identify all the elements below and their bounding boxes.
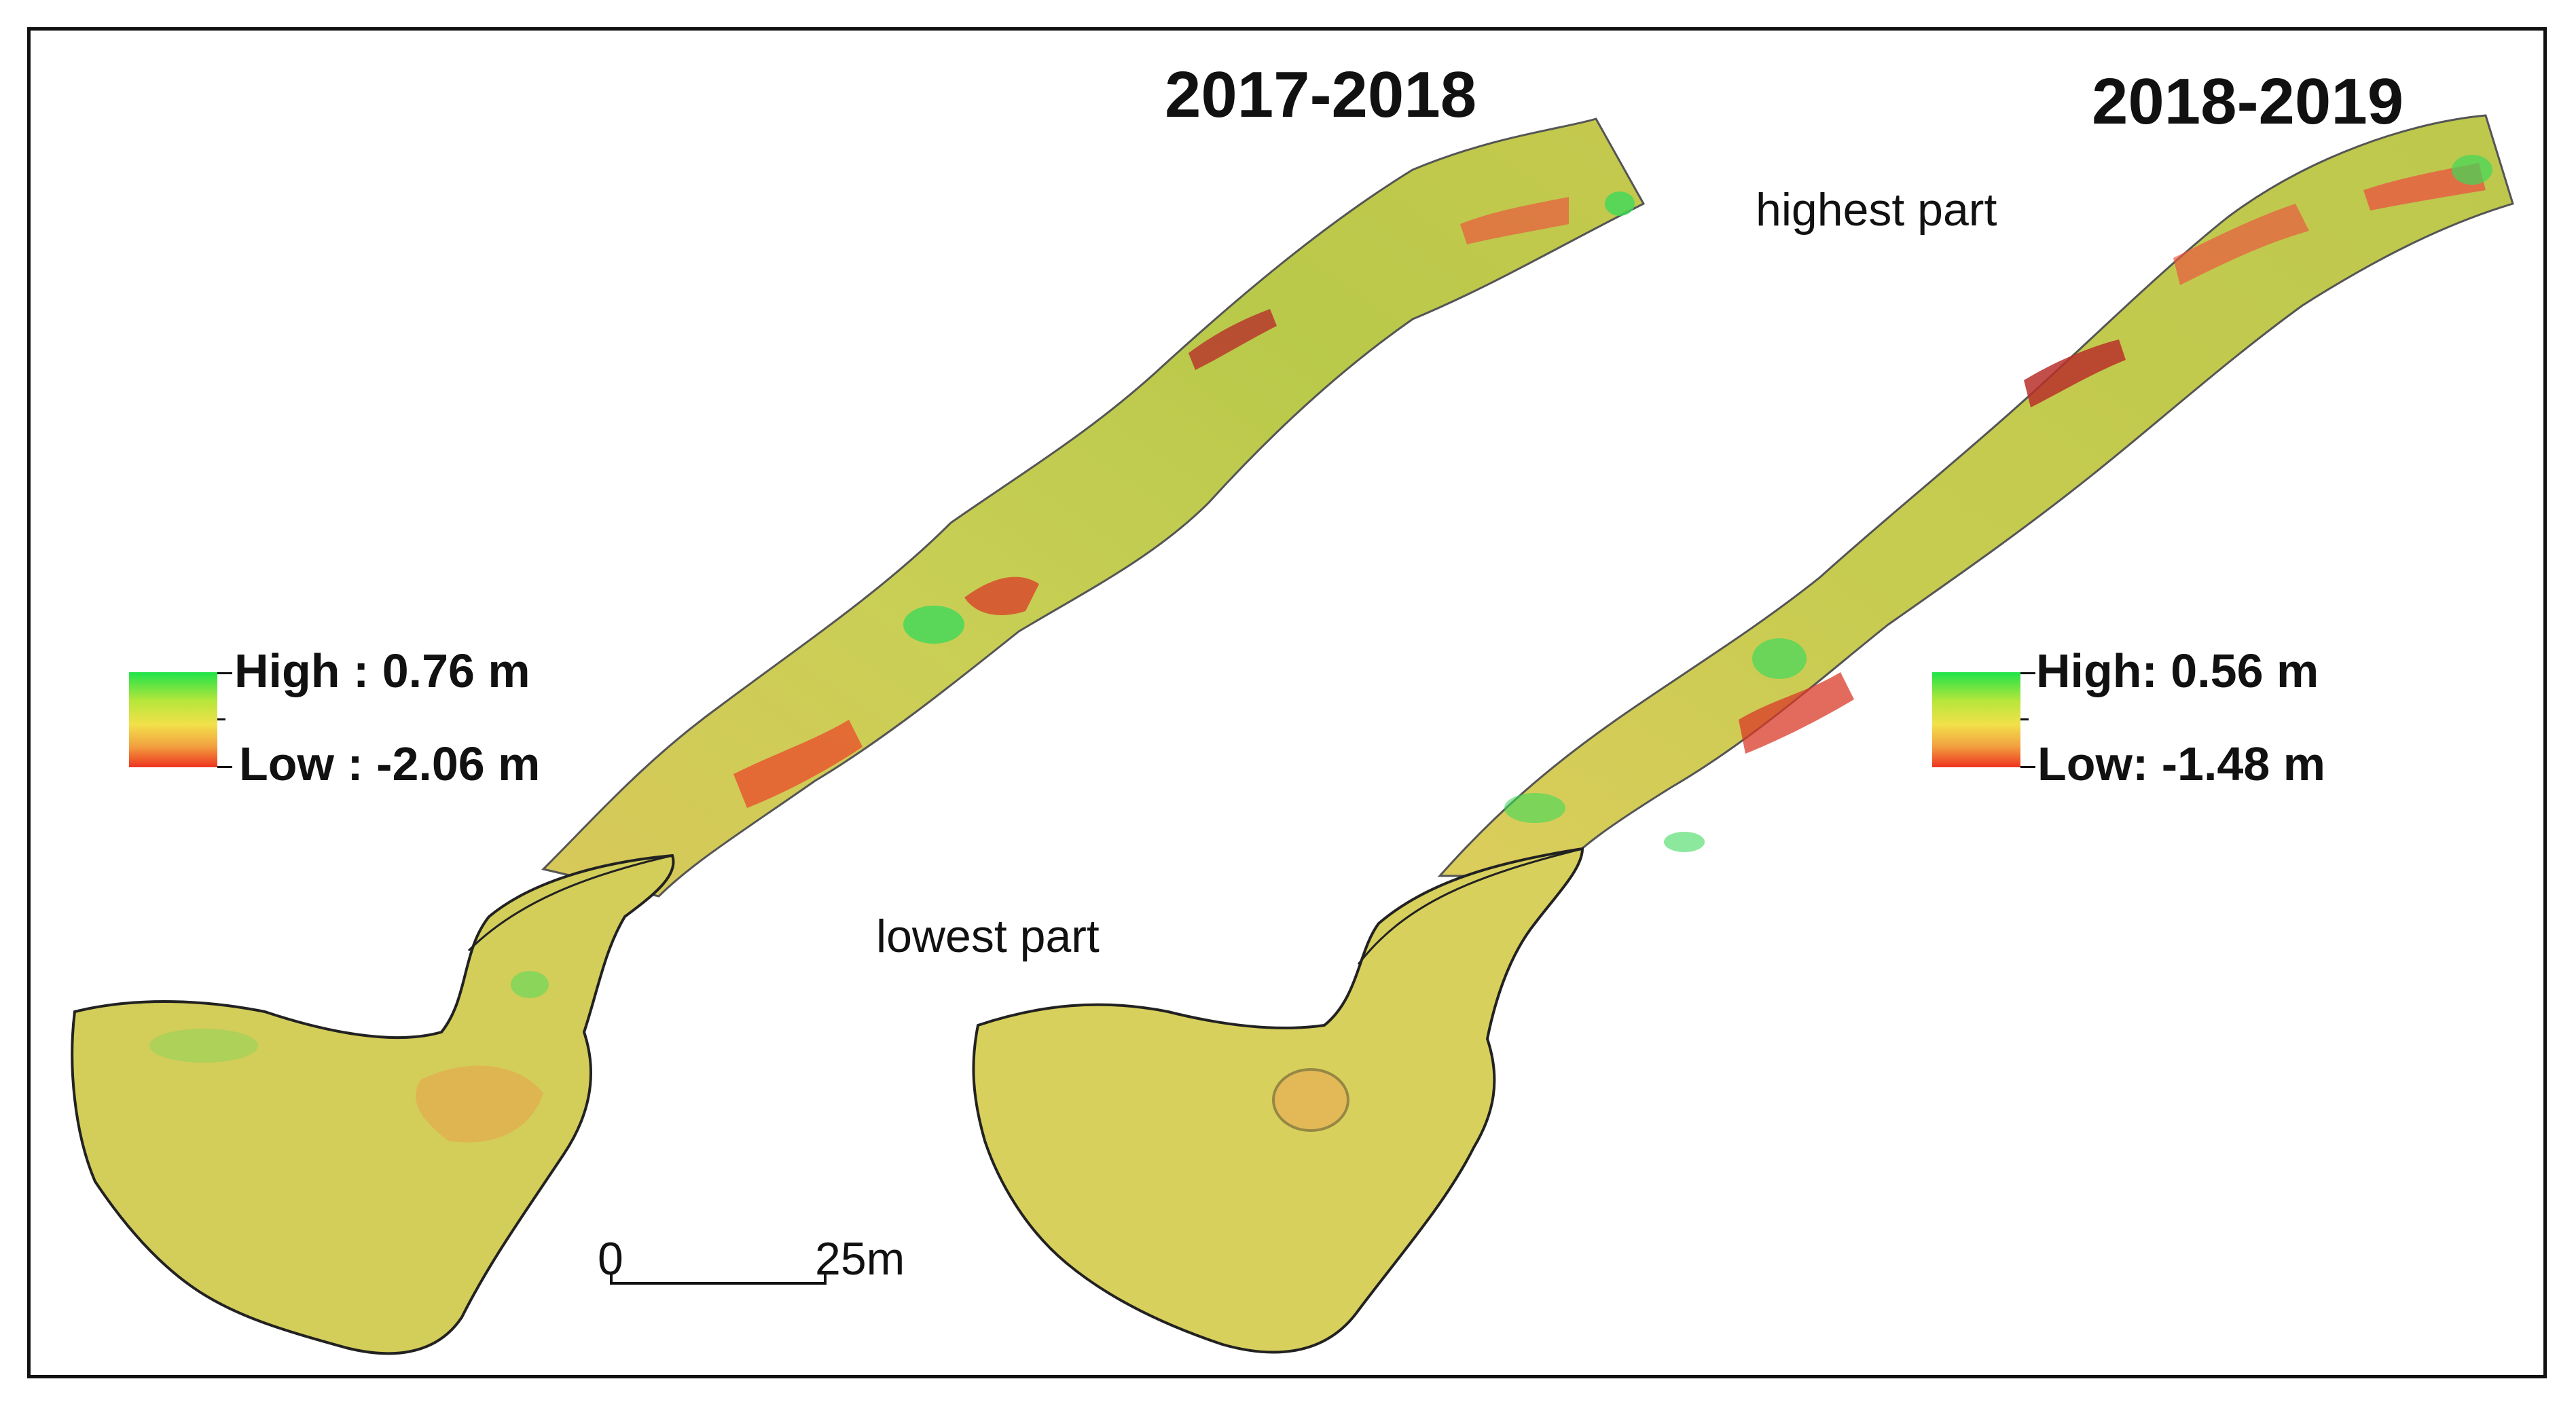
legend-tick-left-low <box>217 766 232 768</box>
scale-bar-start-label: 0 <box>598 1233 623 1285</box>
erosion-zone-left-3 <box>964 576 1039 615</box>
legend-tick-right-low <box>2020 766 2035 768</box>
legend-ramp-right <box>1932 672 2020 767</box>
accumulation-spot-right-2 <box>2452 155 2492 185</box>
crater-feature-right <box>1272 1068 1349 1132</box>
accumulation-spot-right-3 <box>1504 793 1565 823</box>
legend-tick-right-high <box>2020 672 2035 674</box>
channel-upper-right <box>1437 114 2514 877</box>
channel-upper-left <box>541 117 1646 898</box>
accumulation-spot-left-1 <box>903 606 964 644</box>
accumulation-spot-right-1 <box>1752 638 1807 679</box>
erosion-zone-left-4 <box>1189 309 1277 370</box>
legend-tick-left-mid <box>217 718 225 720</box>
erosion-zone-left-1 <box>416 1065 543 1143</box>
scale-bar <box>610 1273 827 1285</box>
erosion-zone-left-2 <box>733 720 863 808</box>
legend-low-left: Low : -2.06 m <box>239 737 541 790</box>
legend-ramp-left <box>129 672 217 767</box>
accumulation-spot-left-2 <box>1605 191 1635 216</box>
legend-low-right: Low: -1.48 m <box>2037 737 2325 790</box>
map-2018-2019 <box>972 114 2514 1354</box>
period-title-right: 2018-2019 <box>2092 65 2404 138</box>
accumulation-spot-left-3 <box>511 971 549 998</box>
boundary-right <box>1357 847 1583 965</box>
legend-high-left: High : 0.76 m <box>234 644 530 697</box>
legend-high-right: High: 0.56 m <box>2036 644 2319 697</box>
scale-bar-end-label: 25m <box>815 1233 905 1285</box>
erosion-zone-right-1 <box>1739 672 1854 754</box>
fan-left <box>71 854 675 1355</box>
map-frame <box>27 27 2547 1378</box>
erosion-zone-right-3 <box>2173 204 2309 285</box>
erosion-zone-right-2 <box>2024 340 2126 407</box>
map-2017-2018 <box>71 117 1646 1355</box>
annotation-highest-part: highest part <box>1756 184 1997 236</box>
legend-tick-right-mid <box>2020 718 2029 720</box>
legend-tick-left-high <box>217 672 232 674</box>
accumulation-spot-right-4 <box>1664 832 1705 852</box>
erosion-zone-left-5 <box>1460 197 1569 244</box>
boundary-left <box>467 854 673 952</box>
accumulation-spot-left-4 <box>149 1029 258 1063</box>
annotation-lowest-part: lowest part <box>876 911 1100 962</box>
period-title-left: 2017-2018 <box>1165 58 1477 131</box>
